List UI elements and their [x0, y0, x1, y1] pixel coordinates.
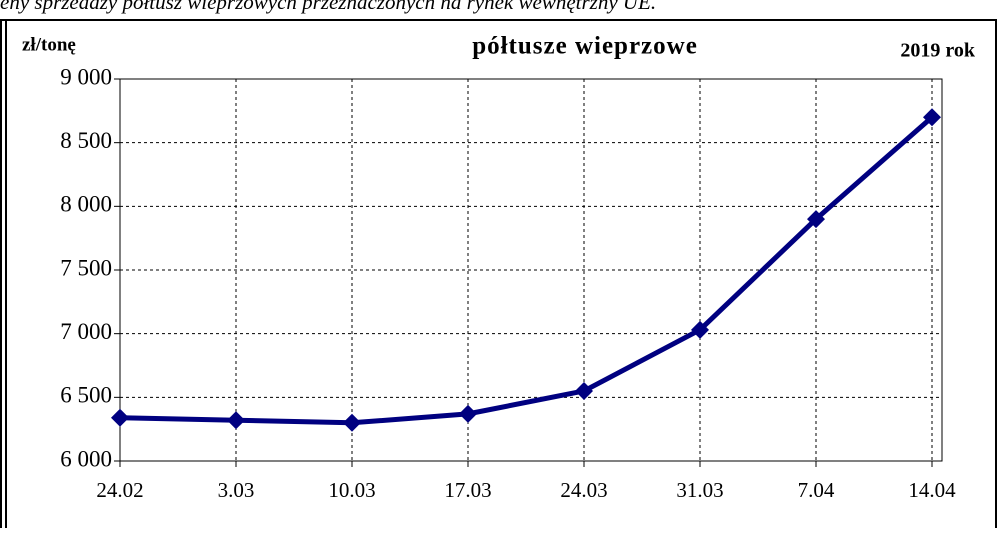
data-marker: [691, 320, 709, 339]
data-marker: [807, 210, 825, 229]
y-tick-label: 9 000: [60, 64, 112, 89]
caption: eny sprzedaży półtusz wieprzowych przezn…: [0, 0, 656, 14]
x-tick-label: 17.03: [444, 478, 491, 502]
x-tick-label: 14.04: [908, 478, 956, 502]
y-axis-label: zł/tonę: [22, 34, 76, 55]
y-tick-label: 6 000: [60, 446, 112, 471]
x-tick-label: 10.03: [328, 478, 375, 502]
data-line: [119, 115, 934, 426]
frame: [0, 19, 997, 533]
x-tick-label: 3.03: [218, 478, 255, 502]
chart-title: półtusze wieprzowe: [472, 33, 698, 60]
x-tick-label: 7.04: [798, 478, 835, 502]
y-tick-label: 8 000: [60, 192, 112, 217]
data-marker: [227, 411, 245, 430]
data-marker: [343, 413, 361, 432]
y-tick-label: 6 500: [60, 383, 112, 408]
x-tick-label: 24.02: [96, 478, 143, 502]
x-tick-label: 24.03: [560, 478, 607, 502]
y-tick-label: 7 500: [60, 255, 112, 280]
data-marker: [459, 404, 477, 423]
data-marker: [575, 381, 593, 400]
annotation: 2019 rok: [900, 40, 976, 62]
y-tick-label: 7 000: [60, 319, 112, 344]
y-tick-label: 8 500: [60, 128, 112, 153]
x-tick-label: 31.03: [676, 478, 723, 502]
data-marker: [111, 408, 129, 427]
data-marker: [923, 108, 941, 127]
